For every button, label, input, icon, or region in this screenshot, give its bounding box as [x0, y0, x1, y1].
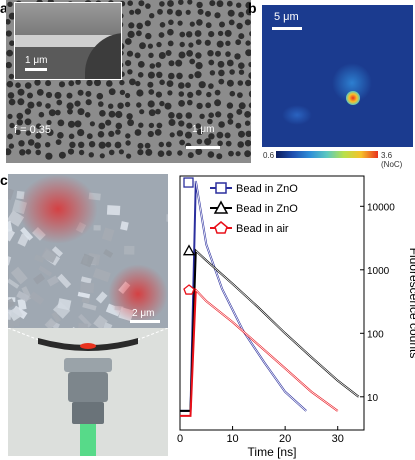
y-tick-label-2: 1000 [367, 266, 390, 277]
x-tick-label-1: 10 [226, 433, 238, 445]
legend-label-1: Bead in ZnO [236, 203, 298, 215]
decay-plot: 0 10 20 30 10 100 1000 10000 Bead in ZnO Bead in… [177, 175, 415, 459]
sem-image-zno: 2 μm [8, 174, 168, 328]
x-tick-label-3: 30 [332, 433, 344, 445]
colorbar-min: 0.6 [263, 151, 275, 160]
y-tick-label-1: 100 [367, 329, 384, 340]
panel-label-a: a [0, 0, 8, 16]
objective-illustration [8, 328, 168, 456]
map-scale-label: 5 μm [274, 11, 299, 23]
panel-label-c: c [0, 172, 8, 188]
legend-marker-1 [213, 200, 229, 214]
plot-frame [179, 175, 365, 431]
sem-inset-cross-section: 1 μm [14, 2, 122, 80]
main-scale-bar [186, 146, 220, 149]
x-axis-label: Time [ns] [248, 445, 297, 459]
series-start-marker-2 [183, 284, 195, 295]
fluorescence-map: 5 μm [262, 5, 413, 147]
colorbar-max: 3.6 (NoC) [381, 151, 403, 169]
inset-scale-bar [25, 68, 47, 71]
series-fit-2 [195, 289, 338, 412]
zno-scale-label: 2 μm [132, 308, 155, 319]
series-start-marker-0 [183, 177, 194, 188]
y-axis-label: Fluorescence counts [407, 248, 415, 359]
sem-image-holes: 1 μm f = 0.35 1 μm [6, 0, 251, 163]
legend-label-2: Bead in air [236, 223, 289, 235]
inset-scale-label: 1 μm [25, 55, 48, 66]
series-line-0 [180, 180, 307, 412]
series-start-marker-1 [182, 244, 196, 256]
red-glow-bottom [108, 264, 168, 324]
series-line-1 [180, 248, 360, 412]
main-scale-label: 1 μm [192, 124, 215, 135]
colorbar [276, 151, 378, 158]
map-scale-bar [272, 27, 302, 30]
legend-marker-2 [214, 221, 228, 234]
zno-scale-bar [130, 320, 160, 323]
red-glow-top [18, 174, 98, 244]
y-tick-label-3: 10000 [367, 202, 395, 213]
x-tick-label-2: 20 [279, 433, 291, 445]
legend-marker-0 [215, 182, 227, 194]
series-fit-1 [195, 250, 359, 398]
x-tick-label-0: 0 [177, 433, 183, 445]
y-tick-label-0: 10 [367, 393, 379, 404]
panel-label-b: b [248, 0, 257, 16]
hotspot [346, 91, 360, 105]
legend-label-0: Bead in ZnO [236, 183, 298, 195]
fill-fraction-label: f = 0.35 [14, 124, 52, 136]
series-fit-0 [195, 180, 307, 412]
